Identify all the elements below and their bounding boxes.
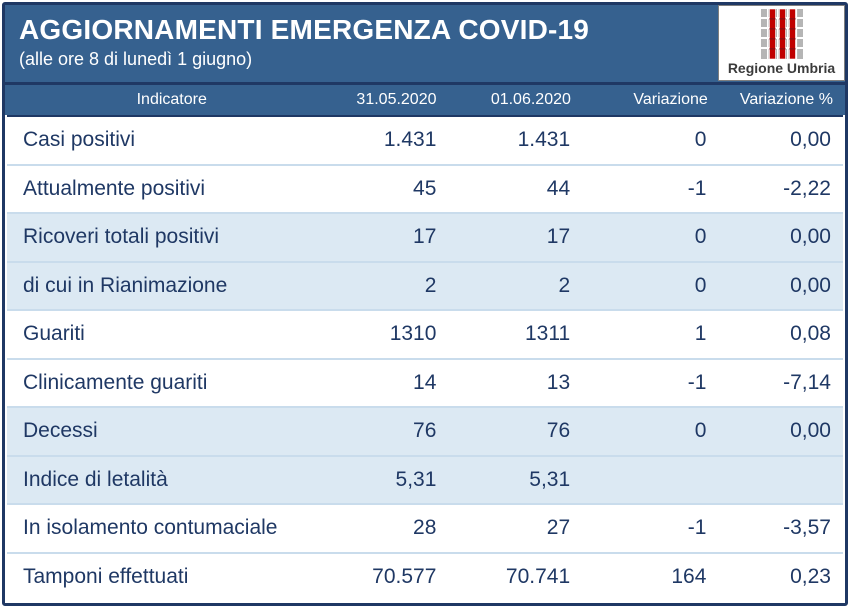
value-31-05-cell: 1310 (389, 322, 437, 346)
indicator-cell: Tamponi effettuati (23, 564, 189, 588)
variation-cell: -1 (687, 516, 707, 540)
value-01-06-cell: 1.431 (517, 128, 571, 152)
variation-pct-cell: -3,57 (783, 516, 831, 540)
variation-cell: 0 (694, 128, 707, 152)
umbria-ceri-icon (760, 9, 803, 59)
variation-pct-cell: 0,00 (790, 419, 831, 443)
column-header-date-1: 31.05.2020 (356, 91, 437, 108)
page-subtitle: (alle ore 8 di lunedì 1 giugno) (19, 49, 253, 70)
regione-umbria-logo: Regione Umbria (718, 5, 845, 81)
value-31-05-cell: 45 (413, 176, 437, 200)
variation-pct-cell: 0,00 (790, 273, 831, 297)
variation-pct-cell: 0,08 (790, 322, 831, 346)
variation-cell: -1 (687, 370, 707, 394)
column-header-indicatore: Indicatore (136, 91, 207, 108)
variation-pct-cell: -2,22 (783, 176, 831, 200)
indicator-cell: Ricoveri totali positivi (23, 225, 220, 249)
column-header-variazione: Variazione (633, 91, 708, 108)
value-01-06-cell: 76 (546, 419, 571, 443)
table-row: Ricoveri totali positivi 17 17 0 0,00 (7, 212, 843, 261)
value-31-05-cell: 17 (413, 225, 437, 249)
indicator-cell: In isolamento contumaciale (23, 516, 278, 540)
table-header-row: Indicatore 31.05.2020 01.06.2020 Variazi… (5, 85, 845, 115)
value-01-06-cell: 1311 (524, 322, 571, 346)
table-row: Casi positivi 1.431 1.431 0 0,00 (7, 115, 843, 164)
value-31-05-cell: 76 (413, 419, 437, 443)
value-01-06-cell: 13 (546, 370, 571, 394)
variation-cell: -1 (687, 176, 707, 200)
variation-cell: 0 (694, 225, 707, 249)
indicator-cell: Guariti (23, 322, 85, 346)
table-row: di cui in Rianimazione 2 2 0 0,00 (7, 260, 843, 309)
value-01-06-cell: 5,31 (529, 467, 571, 491)
indicator-cell: Casi positivi (23, 128, 136, 152)
value-01-06-cell: 17 (546, 225, 571, 249)
column-header-variazione-pct: Variazione % (739, 91, 833, 108)
value-31-05-cell: 14 (413, 370, 437, 394)
variation-pct-cell: -7,14 (783, 370, 831, 394)
title-bar: AGGIORNAMENTI EMERGENZA COVID-19 (alle o… (5, 5, 845, 85)
indicator-cell: Decessi (23, 419, 98, 443)
value-31-05-cell: 2 (424, 273, 437, 297)
table-body: Casi positivi 1.431 1.431 0 0,00 Attualm… (5, 115, 845, 600)
variation-cell: 0 (694, 419, 707, 443)
indicator-cell: di cui in Rianimazione (23, 273, 228, 297)
value-31-05-cell: 70.577 (372, 564, 437, 588)
value-01-06-cell: 70.741 (505, 564, 571, 588)
page-title: AGGIORNAMENTI EMERGENZA COVID-19 (19, 14, 590, 45)
table-row: Indice di letalità 5,31 5,31 (7, 454, 843, 503)
indicator-cell: Indice di letalità (23, 467, 168, 491)
column-header-date-2: 01.06.2020 (490, 91, 571, 108)
variation-cell: 1 (694, 322, 707, 346)
value-01-06-cell: 44 (546, 176, 571, 200)
value-01-06-cell: 2 (558, 273, 571, 297)
table-row: Decessi 76 76 0 0,00 (7, 406, 843, 455)
table-row: Guariti 1310 1311 1 0,08 (7, 309, 843, 358)
table-row: In isolamento contumaciale 28 27 -1 -3,5… (7, 503, 843, 552)
value-31-05-cell: 28 (413, 516, 437, 540)
value-31-05-cell: 5,31 (395, 467, 437, 491)
indicator-cell: Attualmente positivi (23, 176, 206, 200)
table-row: Clinicamente guariti 14 13 -1 -7,14 (7, 357, 843, 406)
table-row: Tamponi effettuati 70.577 70.741 164 0,2… (7, 551, 843, 600)
logo-label: Regione Umbria (727, 60, 836, 76)
variation-cell: 164 (671, 564, 707, 588)
indicator-cell: Clinicamente guariti (23, 370, 208, 394)
value-01-06-cell: 27 (546, 516, 571, 540)
variation-pct-cell: 0,23 (790, 564, 831, 588)
variation-pct-cell: 0,00 (790, 225, 831, 249)
variation-cell: 0 (694, 273, 707, 297)
value-31-05-cell: 1.431 (383, 128, 437, 152)
variation-pct-cell: 0,00 (790, 128, 831, 152)
table-row: Attualmente positivi 45 44 -1 -2,22 (7, 163, 843, 212)
